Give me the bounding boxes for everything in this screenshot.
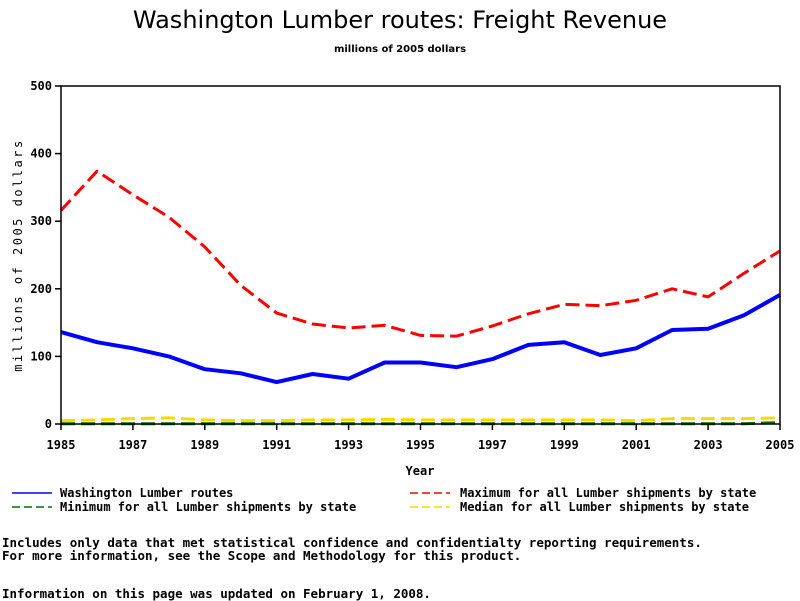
x-tick-label: 1991 [262,438,291,452]
series-line-median [61,418,780,421]
x-tick-label: 2001 [622,438,651,452]
x-tick-label: 2005 [766,438,795,452]
legend-label-washington: Washington Lumber routes [60,486,233,500]
y-tick-label: 400 [30,147,52,161]
series-line-washington [61,295,780,382]
x-tick-label: 1993 [334,438,363,452]
legend-label-median: Median for all Lumber shipments by state [460,500,749,514]
x-tick-label: 1995 [406,438,435,452]
x-axis-label: Year [406,464,435,478]
y-axis: 0 100 200 300 400 500 [30,79,61,431]
x-tick-label: 1999 [550,438,579,452]
note-methodology: For more information, see the Scope and … [2,548,521,563]
plot-frame [61,86,780,424]
legend-label-minimum: Minimum for all Lumber shipments by stat… [60,500,356,514]
series-line-maximum [61,171,780,336]
y-tick-label: 200 [30,282,52,296]
x-tick-label: 2003 [694,438,723,452]
x-tick-label: 1989 [190,438,219,452]
series-layer [61,171,780,424]
y-tick-label: 500 [30,79,52,93]
legend-label-maximum: Maximum for all Lumber shipments by stat… [460,486,756,500]
y-tick-label: 0 [45,417,52,431]
y-tick-label: 100 [30,349,52,363]
x-axis: 1985 1987 1989 1991 1993 1995 1997 1999 2001 2003… [47,424,795,452]
x-tick-label: 1997 [478,438,507,452]
x-tick-label: 1987 [118,438,147,452]
x-tick-label: 1985 [47,438,76,452]
y-tick-label: 300 [30,214,52,228]
note-updated: Information on this page was updated on … [2,586,431,601]
y-axis-label: millions of 2005 dollars [11,138,25,371]
